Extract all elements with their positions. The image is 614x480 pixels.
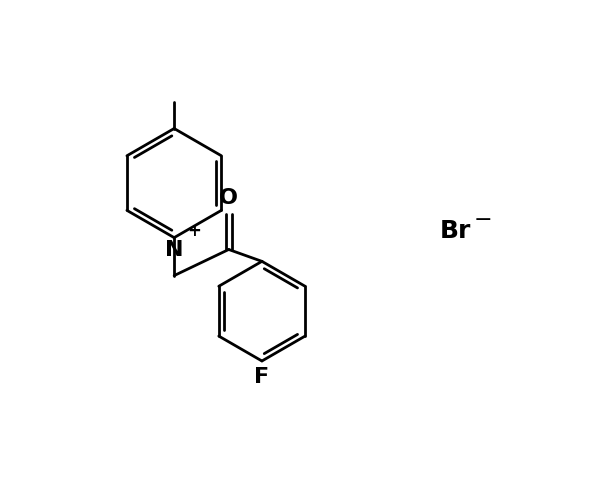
Text: F: F bbox=[254, 367, 270, 387]
Text: N: N bbox=[165, 240, 184, 260]
Text: −: − bbox=[474, 210, 492, 230]
Text: O: O bbox=[219, 188, 238, 208]
Text: +: + bbox=[187, 221, 201, 240]
Text: Br: Br bbox=[440, 218, 471, 242]
